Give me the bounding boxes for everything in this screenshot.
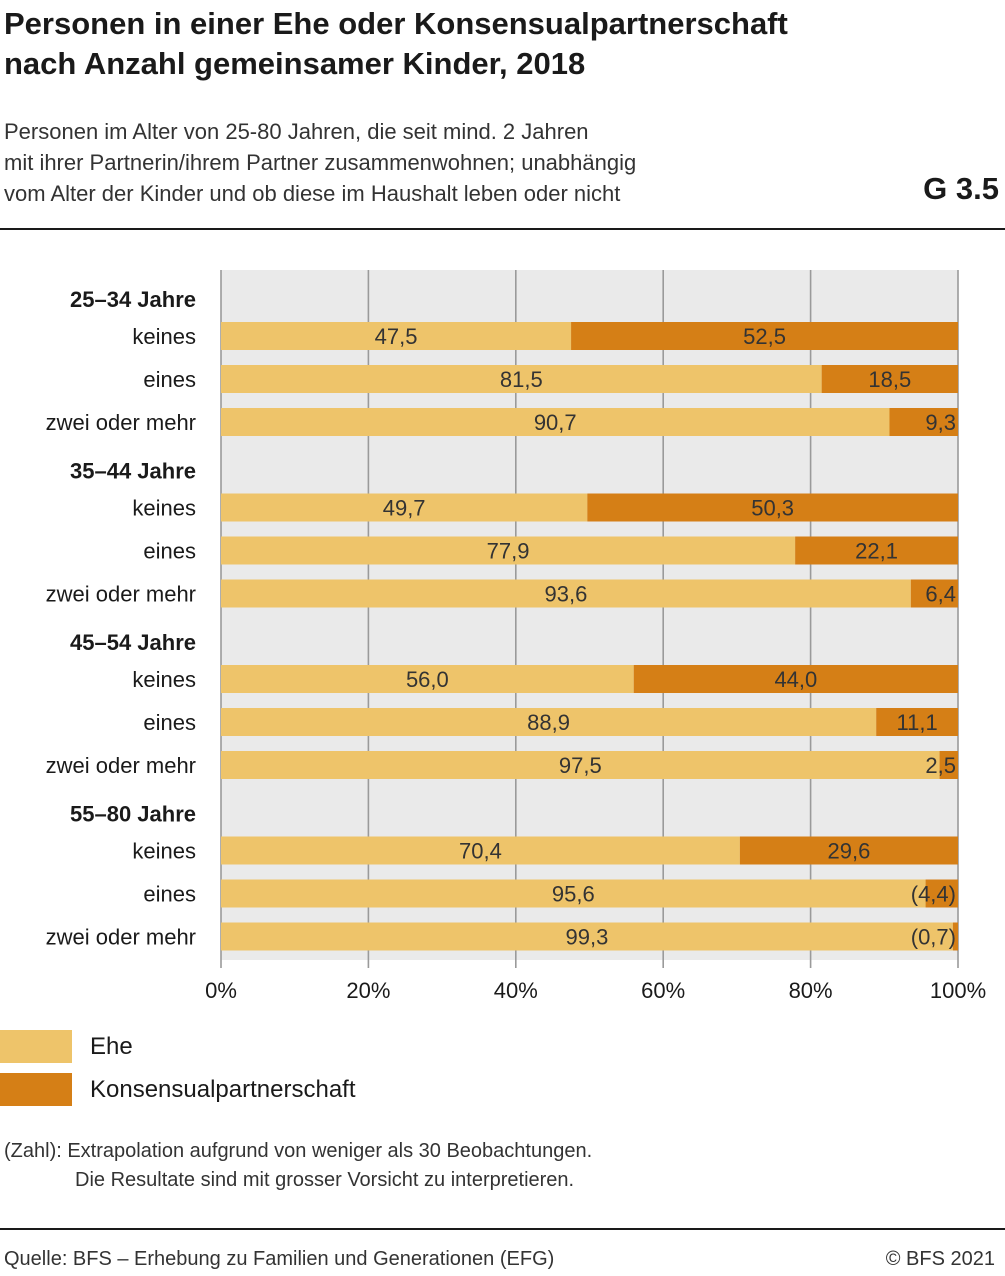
row-label: keines <box>132 667 196 692</box>
bar-segment-ehe <box>221 708 877 736</box>
bar-segment-konsensual <box>939 751 958 779</box>
chart-subtitle-line-3: vom Alter der Kinder und ob diese im Hau… <box>4 181 621 206</box>
data-label-ehe: 49,7 <box>383 496 426 521</box>
row-label: eines <box>143 539 196 564</box>
top-divider <box>0 228 1005 230</box>
bar-segment-ehe <box>221 665 634 693</box>
legend-label-ehe: Ehe <box>90 1033 133 1060</box>
bar-segment-ehe <box>221 536 796 565</box>
bar-segment-konsensual <box>876 708 958 736</box>
data-label-ehe: 99,3 <box>566 925 609 950</box>
row-label: zwei oder mehr <box>46 753 196 778</box>
data-label-ehe: 95,6 <box>552 882 595 907</box>
data-label-konsensual: 50,3 <box>751 496 794 521</box>
data-label-konsensual: 22,1 <box>855 539 898 564</box>
group-label: 25–34 Jahre <box>70 287 196 312</box>
data-label-konsensual: 2,5 <box>925 753 956 778</box>
group-label: 45–54 Jahre <box>70 630 196 655</box>
bar-segment-ehe <box>221 322 572 350</box>
data-label-konsensual: (4,4) <box>911 882 956 907</box>
row-label: keines <box>132 496 196 521</box>
x-tick-label: 80% <box>789 978 833 1003</box>
x-tick-label: 100% <box>930 978 986 1003</box>
legend-item-ehe: Ehe <box>0 1030 460 1064</box>
data-label-konsensual: 11,1 <box>897 710 938 735</box>
row-label: keines <box>132 324 196 349</box>
data-label-ehe: 56,0 <box>406 667 449 692</box>
bar-segment-ehe <box>221 408 890 436</box>
data-label-konsensual: 6,4 <box>925 582 956 607</box>
data-label-konsensual: 29,6 <box>828 839 871 864</box>
data-label-ehe: 97,5 <box>559 753 602 778</box>
bar-segment-ehe <box>221 879 926 908</box>
group-label: 55–80 Jahre <box>70 802 196 827</box>
footnote-line-1: (Zahl): Extrapolation aufgrund von wenig… <box>4 1140 593 1162</box>
legend-swatch-konsensual <box>0 1073 72 1106</box>
row-label: eines <box>143 710 196 735</box>
footnote: (Zahl): Extrapolation aufgrund von wenig… <box>4 1137 592 1195</box>
bar-segment-konsensual <box>952 922 958 951</box>
bar-segment-konsensual <box>925 879 958 908</box>
x-tick-label: 60% <box>641 978 685 1003</box>
bar-segment-ehe <box>221 493 588 522</box>
bar-segment-konsensual <box>821 365 958 393</box>
chart-subtitle: Personen im Alter von 25-80 Jahren, die … <box>4 116 884 209</box>
legend-label-konsensual: Konsensualpartnerschaft <box>90 1076 356 1103</box>
data-label-konsensual: 9,3 <box>925 410 956 435</box>
data-label-ehe: 88,9 <box>527 710 570 735</box>
bar-segment-ehe <box>221 365 822 393</box>
bar-segment-konsensual <box>633 665 958 693</box>
chart-subtitle-line-2: mit ihrer Partnerin/ihrem Partner zusamm… <box>4 150 637 175</box>
source-text: Quelle: BFS – Erhebung zu Familien und G… <box>4 1248 555 1270</box>
chart-title: Personen in einer Ehe oder Konsensualpar… <box>4 4 994 84</box>
data-label-ehe: 70,4 <box>459 839 502 864</box>
chart-subtitle-line-1: Personen im Alter von 25-80 Jahren, die … <box>4 119 589 144</box>
chart-title-line-2: nach Anzahl gemeinsamer Kinder, 2018 <box>4 46 586 81</box>
x-tick-label: 20% <box>346 978 390 1003</box>
data-label-ehe: 90,7 <box>534 410 577 435</box>
data-label-ehe: 93,6 <box>545 582 588 607</box>
row-label: eines <box>143 882 196 907</box>
chart-title-line-1: Personen in einer Ehe oder Konsensualpar… <box>4 6 788 41</box>
copyright-text: © BFS 2021 <box>885 1248 995 1270</box>
footnote-line-2: Die Resultate sind mit grosser Vorsicht … <box>75 1169 575 1191</box>
bar-segment-ehe <box>221 579 911 608</box>
bottom-divider <box>0 1228 1005 1230</box>
row-label: zwei oder mehr <box>46 925 196 950</box>
bar-segment-konsensual <box>739 836 958 865</box>
data-label-konsensual: 18,5 <box>868 367 911 392</box>
bar-segment-ehe <box>221 751 940 779</box>
footer: Quelle: BFS – Erhebung zu Familien und G… <box>4 1248 999 1271</box>
chart-code: G 3.5 <box>923 171 999 206</box>
bar-segment-konsensual <box>795 536 958 565</box>
data-label-ehe: 77,9 <box>487 539 530 564</box>
data-label-ehe: 81,5 <box>500 367 543 392</box>
row-label: keines <box>132 839 196 864</box>
bar-segment-konsensual <box>587 493 958 522</box>
bar-segment-konsensual <box>910 579 958 608</box>
data-label-konsensual: 44,0 <box>774 667 817 692</box>
legend-item-konsensual: Konsensualpartnerschaft <box>0 1073 460 1107</box>
data-label-ehe: 47,5 <box>375 324 418 349</box>
legend-swatch-ehe <box>0 1030 72 1063</box>
group-label: 35–44 Jahre <box>70 459 196 484</box>
bar-segment-ehe <box>221 922 953 951</box>
bar-segment-konsensual <box>889 408 958 436</box>
row-label: eines <box>143 367 196 392</box>
x-tick-label: 40% <box>494 978 538 1003</box>
x-tick-label: 0% <box>205 978 237 1003</box>
bar-chart: 0% 20% 40% 60% 80% 100% 25–34 Jahre keines 47,5 5… <box>46 270 986 1003</box>
bar-segment-ehe <box>221 836 740 865</box>
row-label: zwei oder mehr <box>46 410 196 435</box>
row-label: zwei oder mehr <box>46 582 196 607</box>
bar-segment-konsensual <box>571 322 958 350</box>
data-label-konsensual: (0,7) <box>911 925 956 950</box>
data-label-konsensual: 52,5 <box>743 324 786 349</box>
